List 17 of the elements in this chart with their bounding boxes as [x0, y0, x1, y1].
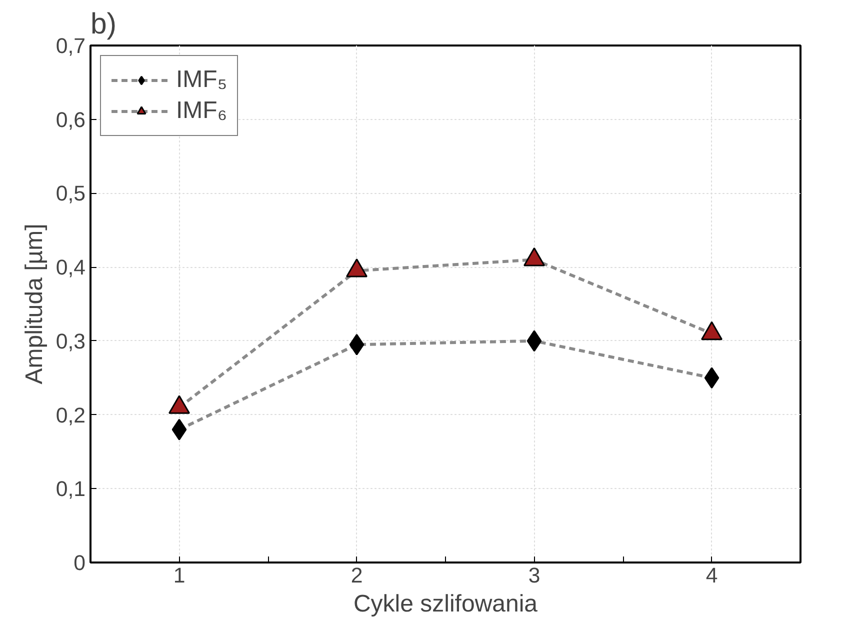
y-tick-label: 0,4: [56, 256, 86, 280]
y-tick-label: 0,2: [56, 403, 86, 428]
y-tick-label: 0,7: [56, 34, 86, 58]
chart-title: b): [90, 8, 117, 40]
y-axis-title: Amplituda [µm]: [20, 224, 48, 384]
x-tick-label: 4: [706, 564, 718, 588]
x-axis-title: Cykle szlifowania: [353, 590, 538, 618]
y-tick-label: 0: [74, 551, 86, 575]
y-tick-label: 0,3: [56, 329, 86, 354]
x-tick-label: 2: [350, 564, 363, 588]
x-tick-label: 3: [528, 564, 540, 588]
y-tick-label: 0,6: [56, 108, 86, 132]
x-tick-label: 1: [173, 564, 186, 588]
y-tick-label: 0,1: [56, 477, 86, 502]
legend-label: IMF₅: [176, 66, 227, 94]
legend-label: IMF₆: [176, 97, 227, 125]
y-tick-label: 0,5: [56, 182, 86, 206]
